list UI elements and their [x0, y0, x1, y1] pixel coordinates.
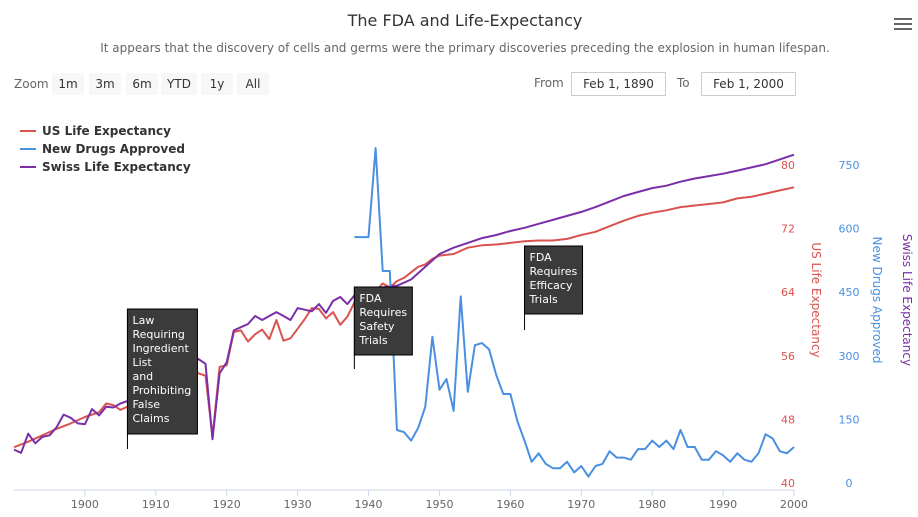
flag-label-line: Efficacy: [530, 279, 573, 292]
y-left-tick-label: 72: [781, 223, 795, 236]
y-left-tick-label: 80: [781, 159, 795, 172]
flag-label-line: Claims: [132, 412, 169, 425]
flag-label-line: Ingredient: [132, 342, 189, 355]
flag-label-line: and: [132, 370, 153, 383]
y-left-tick-label: 40: [781, 477, 795, 490]
chart-subtitle: It appears that the discovery of cells a…: [100, 41, 830, 55]
flag-label-line: Trials: [529, 293, 558, 306]
chart-legend: US Life Expectancy New Drugs Approved Sw…: [20, 122, 191, 176]
chart-title: The FDA and Life-Expectancy: [347, 11, 583, 30]
flag-label-line: Requires: [359, 306, 407, 319]
x-tick-label: 1930: [284, 498, 312, 511]
y-right-tick-label: 750: [839, 159, 860, 172]
flag-box: [126, 308, 198, 435]
x-tick-label: 1970: [567, 498, 595, 511]
y-axis-title: New Drugs Approved: [870, 236, 884, 363]
legend-item-new-drugs-approved[interactable]: New Drugs Approved: [20, 140, 191, 158]
flag-label-line: Requiring: [132, 328, 184, 341]
y-right-tick-label: 150: [839, 413, 860, 426]
series-line-new-drugs-approved: [354, 147, 795, 478]
flag-label-line: List: [132, 356, 152, 369]
zoom-6m-button[interactable]: 6m: [126, 73, 158, 95]
x-tick-label: 1960: [496, 498, 524, 511]
legend-line-icon: [20, 148, 36, 150]
zoom-3m-button[interactable]: 3m: [89, 73, 121, 95]
flag-label-line: FDA: [530, 251, 553, 264]
to-date-input[interactable]: Feb 1, 2000: [701, 72, 796, 96]
y-right-tick-label: 300: [839, 350, 860, 363]
from-date-input[interactable]: Feb 1, 1890: [571, 72, 666, 96]
flag-label-line: Prohibiting: [132, 384, 191, 397]
legend-label: Swiss Life Expectancy: [42, 160, 191, 174]
x-tick-label: 1950: [425, 498, 453, 511]
legend-label: New Drugs Approved: [42, 142, 185, 156]
zoom-all-button[interactable]: All: [237, 73, 269, 95]
series-line-swiss-life-expectancy: [13, 153, 795, 454]
x-tick-label: 1980: [638, 498, 666, 511]
y-right-tick-label: 600: [839, 223, 860, 236]
y-axis-title: US Life Expectancy: [809, 242, 823, 357]
y-left-tick-label: 64: [781, 286, 795, 299]
flag-label-line: Safety: [359, 320, 395, 333]
from-label: From: [534, 76, 564, 90]
zoom-label: Zoom: [14, 77, 49, 91]
flag-label-line: False: [132, 398, 160, 411]
legend-line-icon: [20, 166, 36, 168]
flag-label-line: FDA: [359, 292, 382, 305]
x-tick-label: 2000: [780, 498, 808, 511]
flag-label-line: Trials: [358, 334, 387, 347]
legend-item-swiss-life-expectancy[interactable]: Swiss Life Expectancy: [20, 158, 191, 176]
x-tick-label: 1900: [71, 498, 99, 511]
to-label: To: [677, 76, 690, 90]
zoom-1m-button[interactable]: 1m: [52, 73, 84, 95]
x-tick-label: 1990: [709, 498, 737, 511]
legend-line-icon: [20, 130, 36, 132]
y-left-tick-label: 48: [781, 413, 795, 426]
x-tick-label: 1920: [213, 498, 241, 511]
zoom-1y-button[interactable]: 1y: [201, 73, 233, 95]
flag-box: [353, 286, 413, 356]
x-tick-label: 1940: [355, 498, 383, 511]
menu-icon: [894, 18, 912, 20]
y-right-tick-label: 450: [839, 286, 860, 299]
x-tick-label: 1910: [142, 498, 170, 511]
flag-label-line: Requires: [530, 265, 578, 278]
flag-box: [524, 245, 584, 315]
context-menu-button[interactable]: [894, 18, 912, 32]
flag-label-line: Law: [132, 314, 154, 327]
y-axis-title: Swiss Life Expectancy: [900, 234, 914, 366]
legend-item-us-life-expectancy[interactable]: US Life Expectancy: [20, 122, 191, 140]
legend-label: US Life Expectancy: [42, 124, 171, 138]
y-right-tick-label: 0: [846, 477, 853, 490]
zoom-ytd-button[interactable]: YTD: [161, 73, 197, 95]
y-left-tick-label: 56: [781, 350, 795, 363]
